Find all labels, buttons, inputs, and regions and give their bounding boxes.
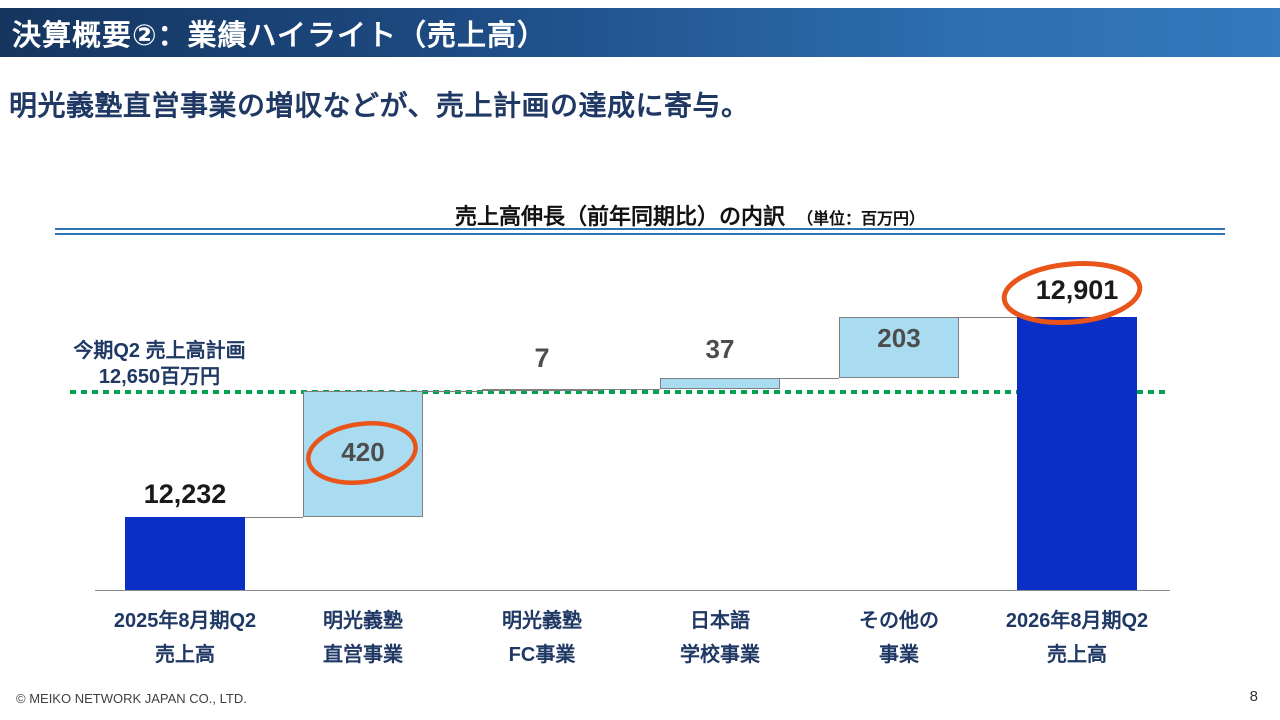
bar-6-total (1017, 316, 1137, 590)
category-label-line2: 直営事業 (323, 644, 403, 666)
connector-line (423, 391, 482, 393)
slide-title: 決算概要②：業績ハイライト（売上高） (12, 19, 547, 52)
slide-header: 決算概要②：業績ハイライト（売上高） (0, 8, 1280, 57)
value-label-1: 12,232 (143, 479, 227, 510)
bar-5-delta (839, 317, 959, 379)
category-label-line1: 明光義塾 (502, 610, 582, 632)
category-label-line1: 2025年8月期Q2 (113, 610, 257, 632)
connector-line (245, 517, 303, 519)
category-label-2: 明光義塾 直営事業 (263, 604, 463, 672)
category-label-line2: 売上高 (1047, 644, 1107, 666)
category-label-line2: FC事業 (508, 644, 576, 666)
copyright: © MEIKO NETWORK JAPAN CO., LTD. (16, 691, 247, 706)
bar-3-delta (482, 389, 602, 392)
bar-4-delta (660, 378, 780, 390)
category-label-3: 明光義塾 FC事業 (442, 604, 642, 672)
slide-subtitle: 明光義塾直営事業の増収などが、売上計画の達成に寄与。 (9, 90, 750, 121)
plan-target-label: 今期Q2 売上高計画 12,650百万円 (52, 338, 267, 390)
plan-target-label-line1: 今期Q2 売上高計画 (73, 340, 246, 362)
title-divider (55, 228, 1225, 235)
category-label-line2: 売上高 (155, 644, 215, 666)
chart-unit-note: （単位：百万円） (797, 211, 926, 228)
category-label-4: 日本語 学校事業 (620, 604, 820, 672)
category-label-5: その他の 事業 (799, 604, 999, 672)
chart-title-row: 売上高伸長（前年同期比）の内訳 （単位：百万円） (455, 199, 925, 231)
category-label-6: 2026年8月期Q2 売上高 (977, 604, 1177, 672)
category-label-line2: 事業 (879, 644, 919, 666)
category-label-line1: 日本語 (690, 610, 750, 632)
value-label-3: 7 (534, 343, 550, 374)
page-number: 8 (1249, 688, 1258, 705)
value-label-5: 203 (877, 323, 921, 354)
connector-line (959, 317, 1017, 319)
category-label-line1: 明光義塾 (323, 610, 403, 632)
category-label-line1: 2026年8月期Q2 (1005, 610, 1149, 632)
connector-line (602, 389, 660, 391)
chart-title: 売上高伸長（前年同期比）の内訳 (455, 204, 786, 229)
value-label-2: 420 (341, 437, 385, 468)
connector-line (780, 378, 839, 380)
bar-1-total (125, 517, 245, 590)
value-label-6: 12,901 (1035, 274, 1119, 305)
category-label-1: 2025年8月期Q2 売上高 (85, 604, 285, 672)
plan-reference-line (70, 390, 1165, 394)
category-label-line2: 学校事業 (680, 644, 760, 666)
plan-target-label-line2: 12,650百万円 (98, 366, 221, 388)
x-axis-line (95, 590, 1170, 591)
category-label-line1: その他の (859, 610, 939, 632)
value-label-4: 37 (705, 334, 735, 365)
